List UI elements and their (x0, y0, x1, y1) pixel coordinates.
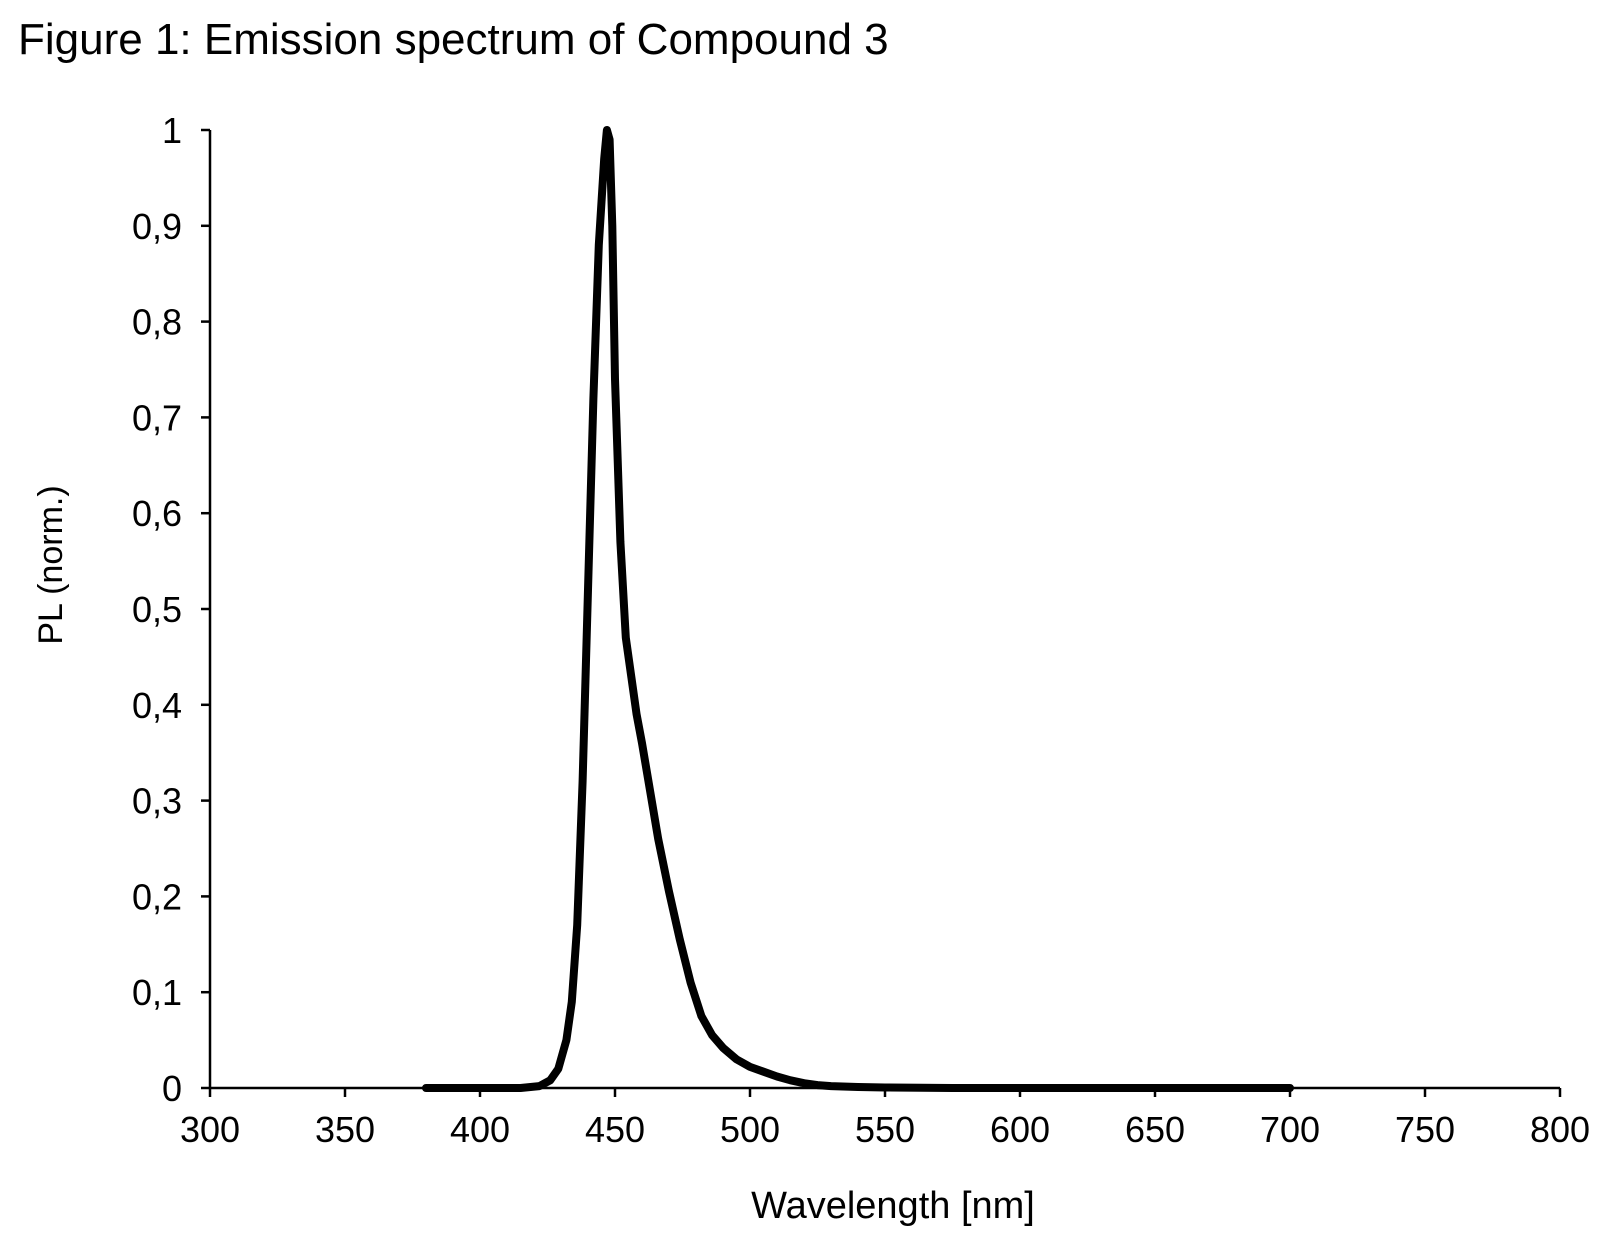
x-tick-label: 750 (1395, 1109, 1455, 1150)
x-axis-label: Wavelength [nm] (751, 1185, 1035, 1227)
figure-caption: Figure 1: Emission spectrum of Compound … (18, 15, 889, 64)
y-tick-label: 0,7 (132, 397, 182, 438)
x-tick-label: 300 (180, 1109, 240, 1150)
y-tick-label: 0,2 (132, 876, 182, 917)
x-tick-label: 350 (315, 1109, 375, 1150)
series-line-0 (422, 126, 1294, 1092)
y-tick-label: 0,1 (132, 972, 182, 1013)
x-tick-label: 550 (855, 1109, 915, 1150)
ticks: 0 0,1 0,2 0,3 0,4 0,5 0,6 0,7 0,8 0,9 1 300 350 400 45… (132, 110, 1590, 1150)
axes (208, 130, 1560, 1090)
x-tick-label: 500 (720, 1109, 780, 1150)
series-layer (422, 126, 1294, 1092)
y-tick-label: 0 (162, 1068, 182, 1109)
x-tick-label: 800 (1530, 1109, 1590, 1150)
x-tick-label: 700 (1260, 1109, 1320, 1150)
x-tick-label: 400 (450, 1109, 510, 1150)
y-tick-label: 0,4 (132, 685, 182, 726)
x-tick-label: 650 (1125, 1109, 1185, 1150)
y-tick-label: 0,8 (132, 302, 182, 343)
y-tick-label: 0,9 (132, 206, 182, 247)
y-tick-label: 0,6 (132, 493, 182, 534)
y-tick-label: 0,3 (132, 781, 182, 822)
x-tick-label: 450 (585, 1109, 645, 1150)
y-tick-label: 0,5 (132, 589, 182, 630)
y-axis-label: PL (norm.) (32, 485, 70, 644)
x-tick-label: 600 (990, 1109, 1050, 1150)
y-tick-label: 1 (162, 110, 182, 151)
